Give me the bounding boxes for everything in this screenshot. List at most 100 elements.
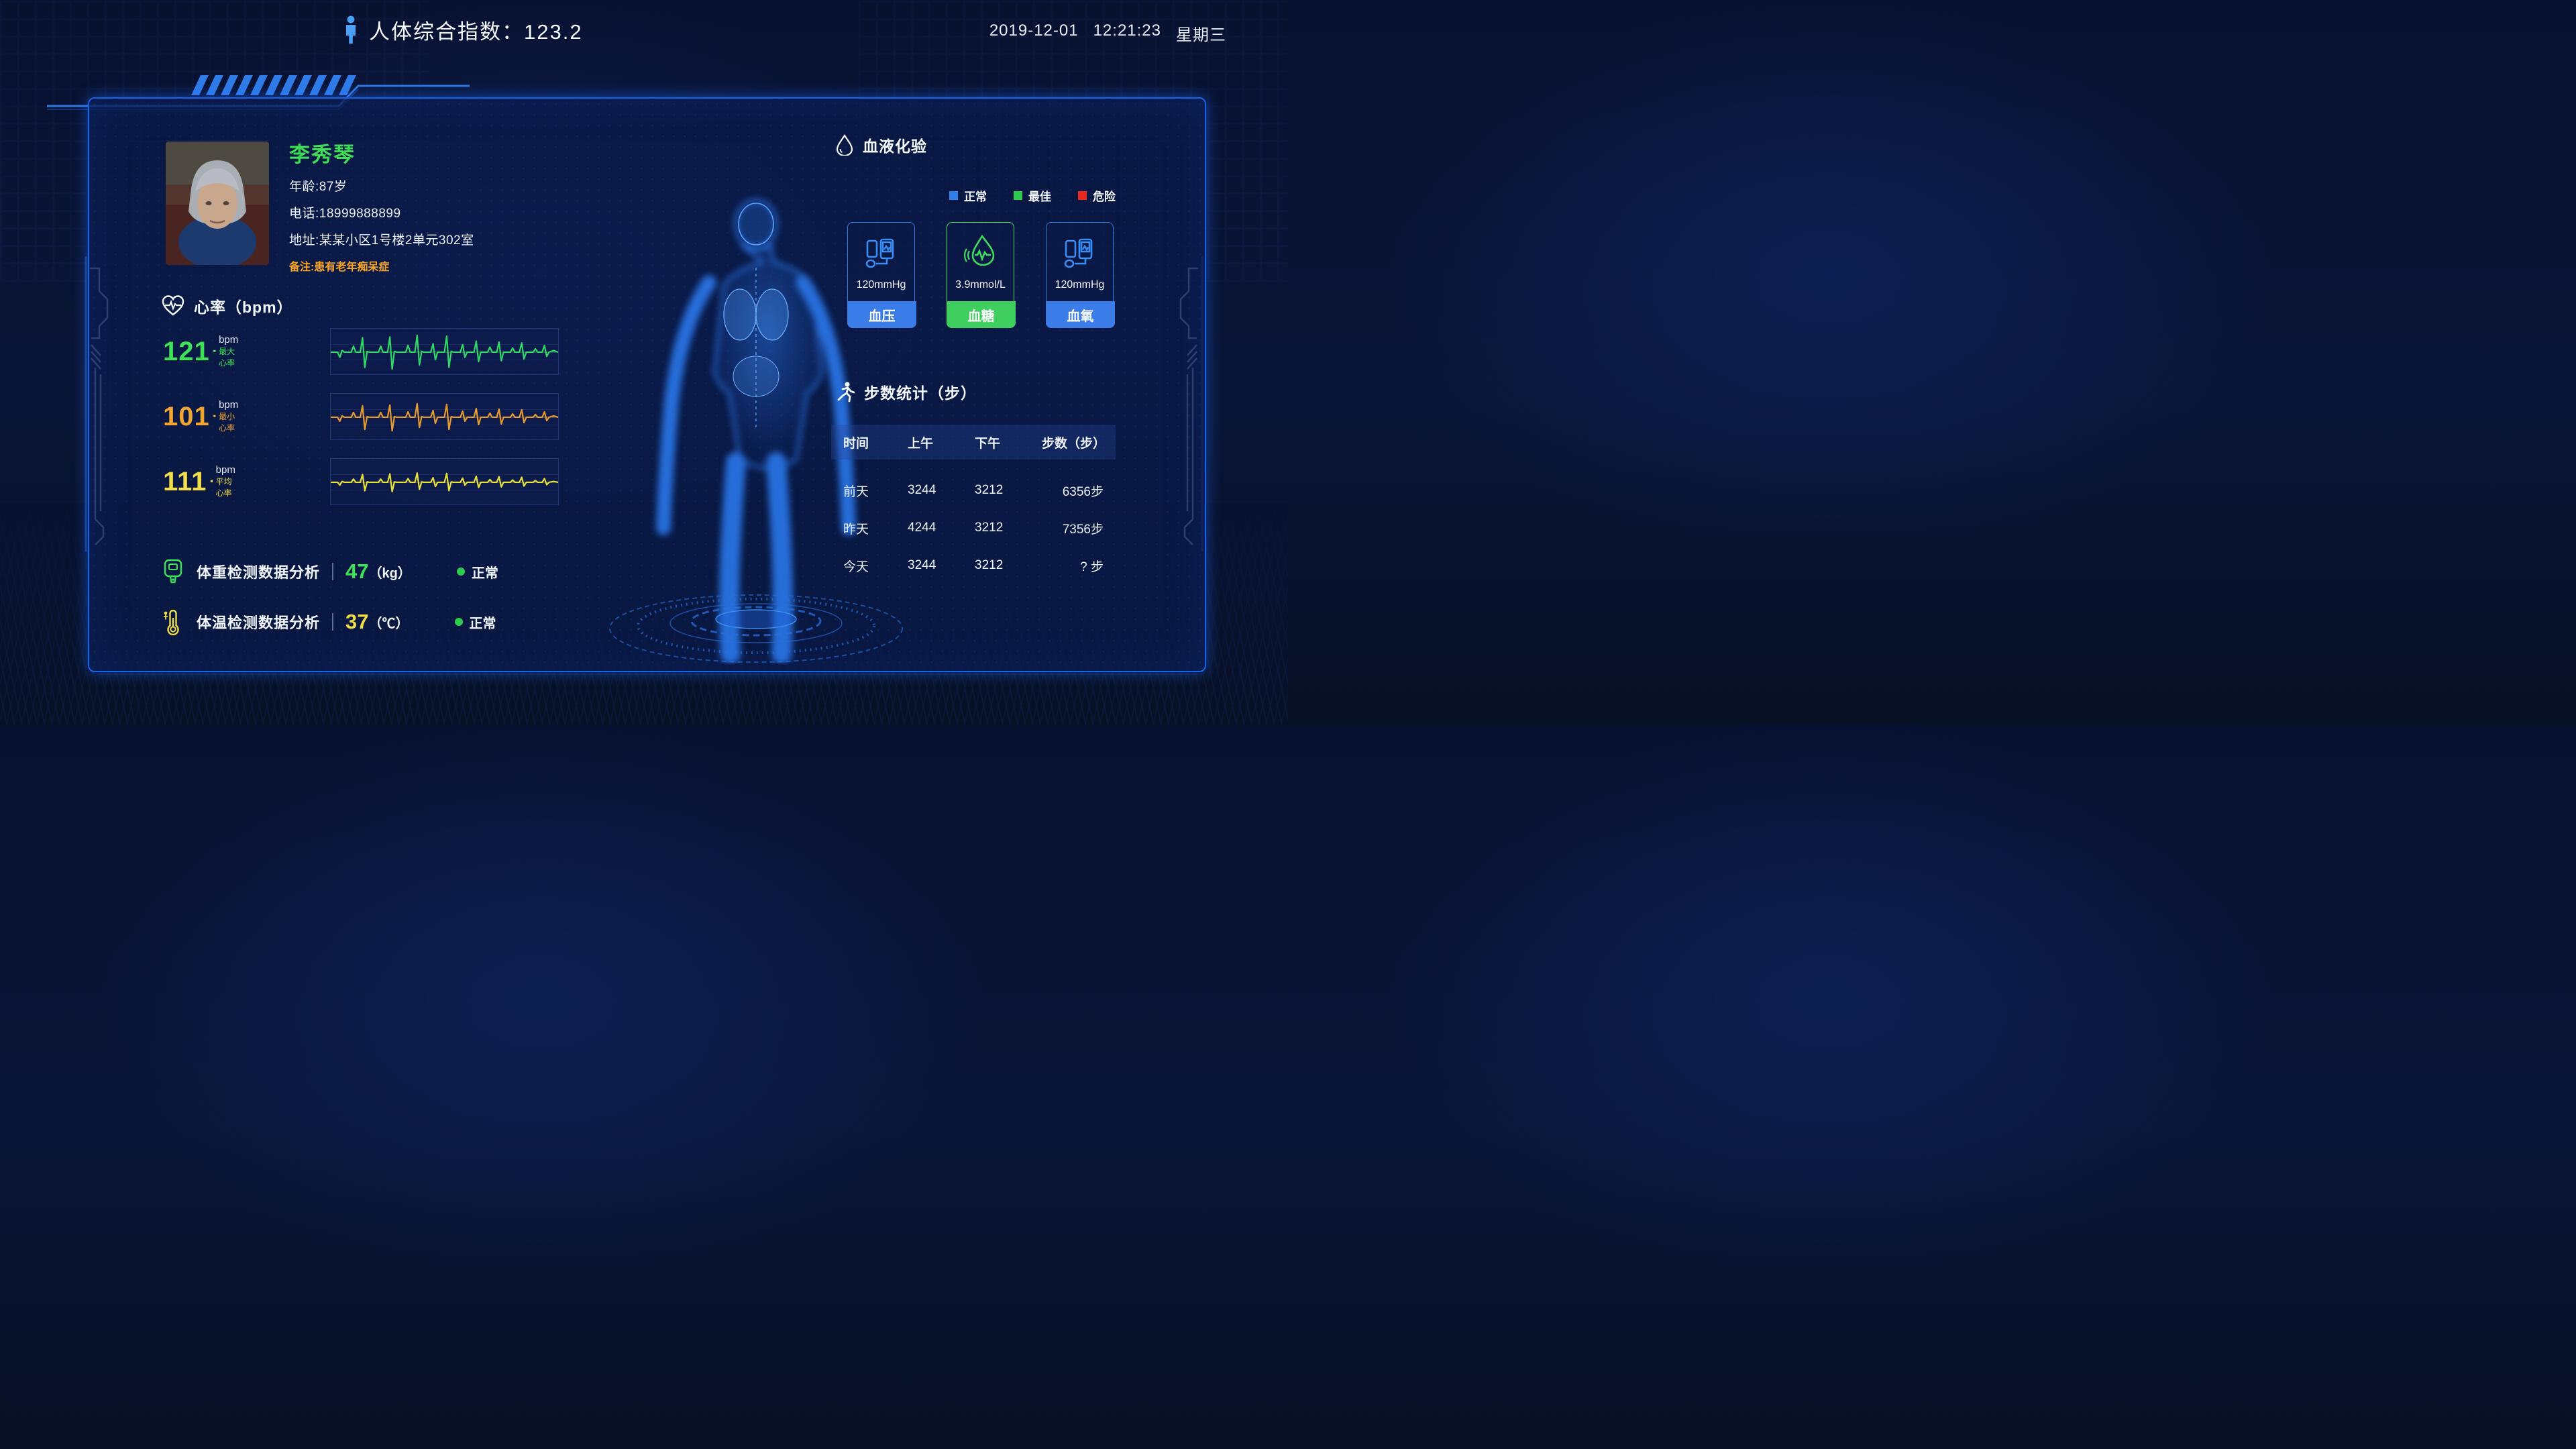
datetime: 2019-12-01 12:21:23 星期三: [989, 21, 1226, 45]
row-afternoon: 3212: [975, 521, 1004, 535]
heart-rate-icon: [162, 295, 184, 316]
weight-status: 正常: [456, 562, 498, 582]
blood-oxygen-card[interactable]: 120mmHg 血氧: [1046, 222, 1115, 328]
profile-phone: 电话:18999888899: [289, 207, 401, 221]
row-label: 前天: [843, 484, 869, 499]
hr-min-label: 最小心率: [219, 411, 235, 433]
temperature-status: 正常: [454, 612, 496, 632]
hr-dot: ·: [209, 472, 215, 490]
steps-table-header: 时间 上午 下午 步数（步）: [831, 425, 1116, 460]
body-silhouette: [656, 199, 856, 664]
row-steps: ? 步: [1080, 559, 1104, 574]
person-icon: [346, 15, 356, 44]
col-afternoon: 下午: [975, 436, 1001, 451]
hr-avg-label: 平均心率: [215, 476, 232, 498]
blood-test-cards: 120mmHg 血压 3.9mmol/L 血糖: [847, 222, 1115, 328]
hr-min-unit: bpm: [219, 398, 239, 411]
legend-item-best: 最佳: [1014, 187, 1051, 204]
heart-rate-row-max: 121 · bpm 最大心率: [163, 328, 566, 375]
temperature-label: 体温检测数据分析: [197, 614, 321, 631]
divider: [332, 613, 334, 631]
date-text: 2019-12-01: [989, 21, 1079, 40]
table-row: 昨天 4244 3212 7356步: [831, 512, 1116, 544]
weight-status-text: 正常: [471, 566, 498, 581]
blood-sugar-card[interactable]: 3.9mmol/L 血糖: [947, 222, 1016, 328]
row-morning: 3244: [908, 558, 936, 572]
heart-rate-section-title-wrap: 心率（bpm）: [162, 294, 293, 317]
steps-table: 时间 上午 下午 步数（步） 前天 3244 3212 6356步 昨天 424…: [831, 425, 1116, 582]
legend-swatch: [1014, 191, 1022, 200]
hr-avg-waveform: [330, 458, 559, 505]
table-row: 前天 3244 3212 6356步: [831, 474, 1116, 506]
legend-label: 危险: [1093, 191, 1116, 203]
col-steps: 步数（步）: [1042, 436, 1106, 451]
hr-avg-value: 111: [163, 466, 207, 496]
blood-sugar-value: 3.9mmol/L: [955, 279, 1006, 290]
blood-oxygen-value: 120mmHg: [1055, 279, 1105, 290]
row-afternoon: 3212: [975, 483, 1004, 497]
legend-item-danger: 危险: [1078, 187, 1116, 204]
blood-pressure-card[interactable]: 120mmHg 血压: [847, 222, 916, 328]
blood-sugar-label[interactable]: 血糖: [947, 301, 1016, 328]
blood-drop-icon: [836, 134, 853, 156]
page-title: 人体综合指数：123.2: [369, 20, 583, 44]
hr-max-waveform: [330, 328, 559, 375]
thermometer-icon: [164, 609, 179, 635]
profile-photo: [166, 142, 269, 265]
temperature-value: 37: [345, 610, 369, 633]
weekday-text: 星期三: [1176, 26, 1226, 44]
weight-metric-row: 体重检测数据分析 47 （kg） 正常: [163, 559, 498, 584]
legend-label: 最佳: [1028, 191, 1051, 203]
row-label: 昨天: [843, 522, 869, 537]
status-dot: [456, 568, 465, 576]
hr-max-label: 最大心率: [219, 346, 235, 368]
hr-avg-unit: bpm: [215, 464, 235, 476]
steps-section-title: 步数统计（步）: [864, 384, 977, 402]
weight-value: 47: [345, 559, 369, 583]
legend-item-normal: 正常: [949, 187, 987, 204]
runner-icon: [837, 382, 855, 402]
hr-max-value: 121: [163, 336, 210, 366]
row-morning: 4244: [908, 521, 936, 535]
heart-rate-row-avg: 111 · bpm 平均心率: [163, 458, 566, 505]
blood-test-legend: 正常 最佳 危险: [831, 187, 1116, 204]
status-dot: [454, 618, 463, 626]
blood-pressure-value: 120mmHg: [856, 279, 906, 290]
hr-min-value: 101: [163, 401, 210, 431]
row-afternoon: 3212: [975, 558, 1004, 572]
profile-info: 李秀琴 年龄:87岁 电话:18999888899 地址:某某小区1号楼2单元3…: [289, 138, 474, 274]
col-time: 时间: [843, 436, 869, 451]
time-text: 12:21:23: [1093, 21, 1161, 40]
hr-max-unit: bpm: [219, 333, 239, 345]
blood-oxygen-label[interactable]: 血氧: [1046, 301, 1115, 328]
hr-dot: ·: [212, 342, 218, 360]
temperature-metric-row: 体温检测数据分析 37 （℃） 正常: [163, 608, 496, 635]
profile-address: 地址:某某小区1号楼2单元302室: [289, 233, 474, 248]
blood-pressure-label[interactable]: 血压: [847, 301, 916, 328]
steps-section-title-wrap: 步数统计（步）: [836, 380, 977, 403]
profile-name: 李秀琴: [289, 143, 356, 166]
platform-rings: [609, 594, 903, 663]
main-panel: 李秀琴 年龄:87岁 电话:18999888899 地址:某某小区1号楼2单元3…: [88, 97, 1206, 672]
row-morning: 3244: [908, 483, 936, 497]
health-dashboard: { "header": { "title": "人体综合指数：123.2", "…: [0, 0, 1288, 724]
profile-age: 年龄:87岁: [289, 180, 347, 194]
blood-oxygen-icon: [1046, 232, 1113, 274]
profile-note: 备注:患有老年痴呆症: [289, 262, 390, 273]
row-label: 今天: [843, 559, 869, 574]
temperature-status-text: 正常: [469, 616, 496, 631]
blood-pressure-icon: [848, 232, 914, 274]
divider: [332, 563, 334, 580]
legend-swatch: [949, 191, 958, 200]
page-title-wrap: 人体综合指数：123.2: [343, 15, 583, 45]
heart-rate-section-title: 心率（bpm）: [194, 299, 293, 316]
weight-label: 体重检测数据分析: [197, 564, 321, 581]
weight-scale-icon: [164, 559, 182, 584]
legend-swatch: [1078, 191, 1087, 200]
blood-test-section-title-wrap: 血液化验: [836, 133, 927, 156]
weight-unit: （kg）: [368, 566, 411, 581]
row-steps: 6356步: [1062, 484, 1104, 499]
col-morning: 上午: [908, 436, 934, 451]
row-steps: 7356步: [1062, 522, 1104, 537]
header: 人体综合指数：123.2 2019-12-01 12:21:23 星期三: [0, 0, 1288, 64]
